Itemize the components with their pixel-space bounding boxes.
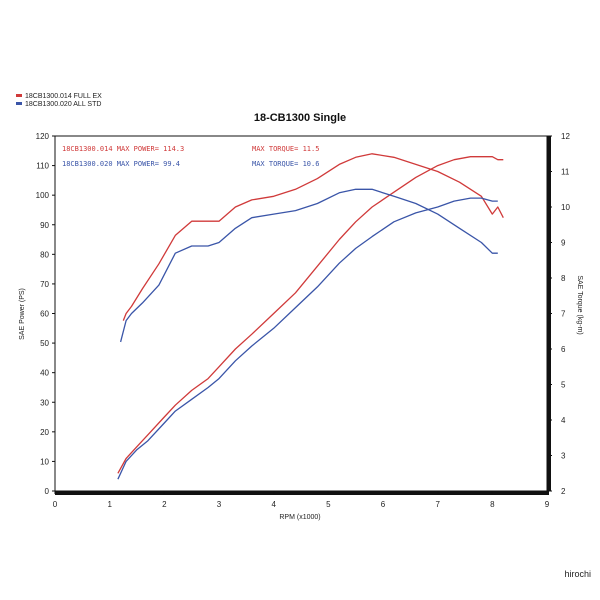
x-tick-label: 5 [326,500,331,509]
y2-tick-label: 7 [561,310,566,319]
x-tick-label: 9 [545,500,550,509]
legend-swatch-all-std [16,102,22,105]
y-axis-label: SAE Power (PS) [19,288,26,340]
legend-label-full-ex: 18CB1300.014 FULL EX [25,93,102,100]
series-line-18CB1300-014-power [117,156,504,474]
annotation-full-ex-torque: MAX TORQUE= 11.5 [252,145,319,153]
x-axis-ticks: 0 1 2 3 4 5 6 7 8 9 [53,491,550,509]
annotation-all-std-power: 18CB1300.020 MAX POWER= 99.4 [62,160,180,168]
series-line-18CB1300-020-torque [119,188,498,343]
y-axis-ticks: 0 10 20 30 40 50 60 70 80 90 100 110 120 [36,132,55,496]
annotation-all-std-torque: MAX TORQUE= 10.6 [252,160,319,168]
y2-tick-label: 8 [561,274,566,283]
watermark: hirochi [564,569,591,579]
y-tick-label: 60 [40,310,49,319]
x-tick-label: 4 [271,500,276,509]
series-group [117,153,504,480]
series-line-18CB1300-014-torque [122,153,504,321]
y-tick-label: 70 [40,280,49,289]
y2-tick-label: 6 [561,345,566,354]
y2-tick-label: 2 [561,487,566,496]
y2-tick-label: 5 [561,381,566,390]
y2-axis-label: SAE Torque (kg-m) [576,275,583,334]
y2-tick-label: 11 [561,168,570,177]
y-tick-label: 40 [40,369,49,378]
annotations: 18CB1300.014 MAX POWER= 114.3 MAX TORQUE… [62,145,319,168]
y-tick-label: 80 [40,250,49,259]
y-tick-label: 120 [36,132,50,141]
y-tick-label: 100 [36,191,50,200]
x-axis-label: RPM (x1000) [279,514,320,521]
plot-frame [54,135,548,492]
legend-swatch-full-ex [16,94,22,97]
x-tick-label: 0 [53,500,58,509]
y-tick-label: 0 [45,487,50,496]
y-tick-label: 30 [40,398,49,407]
x-tick-label: 8 [490,500,495,509]
x-tick-label: 2 [162,500,167,509]
x-tick-label: 7 [435,500,440,509]
y-tick-label: 10 [40,457,49,466]
y-tick-label: 20 [40,428,49,437]
y2-axis-ticks: 2 3 4 5 6 7 8 9 10 11 12 [547,132,570,496]
y-tick-label: 90 [40,221,49,230]
y2-tick-label: 9 [561,239,566,248]
y-tick-label: 50 [40,339,49,348]
series-line-18CB1300-020-power [117,197,498,480]
y2-tick-label: 4 [561,416,566,425]
x-tick-label: 6 [381,500,386,509]
y-tick-label: 110 [36,162,49,171]
x-tick-label: 3 [217,500,222,509]
y2-tick-label: 3 [561,452,566,461]
annotation-full-ex-power: 18CB1300.014 MAX POWER= 114.3 [62,145,184,153]
chart-title: 18-CB1300 Single [254,112,346,124]
x-tick-label: 1 [107,500,112,509]
legend: 18CB1300.014 FULL EX 18CB1300.020 ALL ST… [16,93,102,108]
y2-tick-label: 12 [561,132,570,141]
y2-tick-label: 10 [561,203,570,212]
legend-label-all-std: 18CB1300.020 ALL STD [25,101,101,108]
